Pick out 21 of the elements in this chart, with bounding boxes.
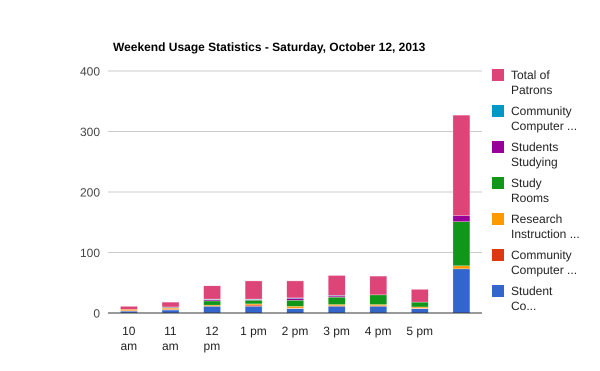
legend-label: Student Co... xyxy=(511,284,554,314)
legend-label: Research Instruction ... xyxy=(511,212,580,242)
x-tick-label: 3 pm xyxy=(323,324,350,338)
y-tick-label: 100 xyxy=(80,246,100,260)
legend-label: Community Computer ... xyxy=(511,104,578,134)
chart-title: Weekend Usage Statistics - Saturday, October 12, 2013 xyxy=(113,40,426,54)
legend-label: Study Rooms xyxy=(511,176,550,206)
y-tick-label: 300 xyxy=(80,124,100,139)
y-tick-label: 200 xyxy=(80,185,100,200)
x-tick-label: 1 pm xyxy=(240,324,267,338)
legend-label: Total of Patrons xyxy=(511,68,554,98)
x-tick-label: 11 am xyxy=(162,324,179,353)
legend-label: Community Computer ... xyxy=(511,248,578,278)
y-tick-label: 400 xyxy=(80,64,100,78)
x-tick-label: 4 pm xyxy=(364,324,392,338)
legend-label: Students Studying xyxy=(511,140,560,170)
x-tick-label: 5 pm xyxy=(406,324,434,338)
x-tick-label: 10 am xyxy=(120,324,138,353)
x-tick-label: 2 pm xyxy=(282,324,308,338)
x-tick-label: 12 pm xyxy=(204,324,220,353)
y-tick-label: 0 xyxy=(93,306,100,320)
